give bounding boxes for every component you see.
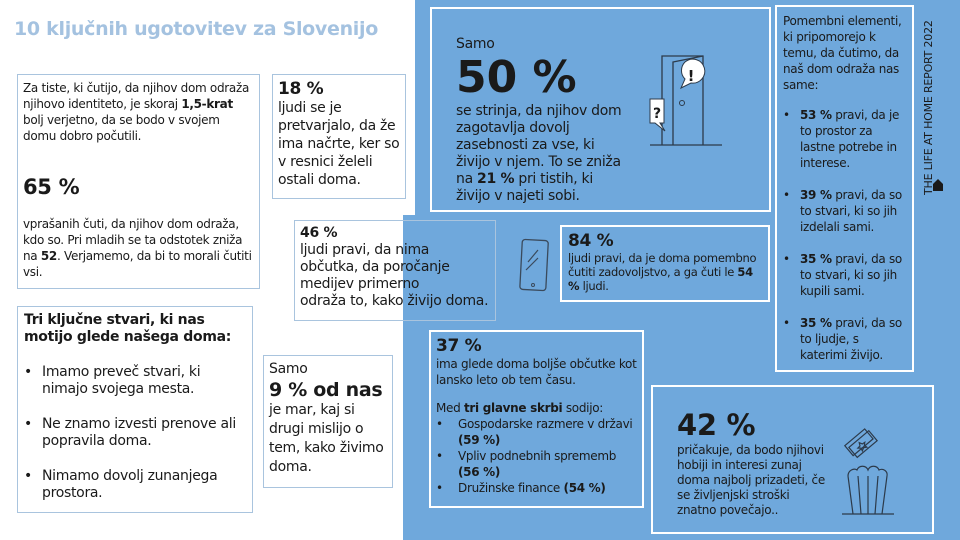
list-item: 35 % pravi, da so to ljudje, s katerimi … [783, 315, 906, 363]
list-item: Družinske finance (54 %) [436, 480, 637, 496]
better-text: ima glede doma boljše občutke kot lansko… [436, 357, 637, 387]
privacy-card: Samo 50 % se strinja, da njihov dom zago… [430, 7, 771, 212]
door-icon: ! ? [649, 55, 722, 146]
hobbies-card: 42 % pričakuje, da bodo njihovi hobiji i… [651, 385, 934, 534]
worries-list: Imamo preveč stvari, ki nimajo svojega m… [24, 364, 246, 502]
elements-intro: Pomembni elementi, ki pripomorejo k temu… [783, 14, 902, 92]
media-text-1: ljudi pravi, da nima občutka, da poročan… [300, 242, 450, 292]
identity-text: Za tiste, ki čutijo, da njihov dom odraž… [23, 81, 250, 143]
privacy-stat: 50 % [456, 52, 577, 103]
pretend-card: 18 % ljudi se je pretvarjalo, da že ima … [272, 74, 406, 199]
list-item: Gospodarske razmere v državi (59 %) [436, 416, 637, 448]
smartphone-icon [519, 238, 549, 292]
identity-desc: vprašanih čuti, da njihov dom odraža, kd… [23, 217, 252, 279]
list-item: 39 % pravi, da so to stvari, ki so jih i… [783, 187, 906, 235]
speech-bubble-exclamation-icon: ! [679, 58, 706, 90]
media-card: 46 % ljudi pravi, da nima občutka, da po… [294, 220, 496, 321]
svg-text:?: ? [653, 106, 661, 122]
identity-stat: 65 % [23, 175, 80, 199]
concerns-list: Gospodarske razmere v državi (59 %) Vpli… [436, 416, 637, 496]
better-stat: 37 % [436, 336, 482, 356]
worries-card: Tri ključne stvari, ki nas motijo glede … [17, 306, 253, 513]
satisfaction-stat: 84 % [568, 231, 614, 251]
worries-heading: Tri ključne stvari, ki nas motijo glede … [24, 312, 232, 345]
others-stat: 9 % od nas [269, 379, 383, 401]
speech-bubble-question-icon: ? [649, 98, 666, 132]
popcorn-icon [842, 465, 894, 515]
svg-text:!: ! [688, 67, 695, 85]
media-text-2: odraža to, kako živijo doma. [300, 293, 489, 309]
pretend-stat: 18 % [278, 79, 324, 99]
media-stat: 46 % [300, 225, 338, 241]
others-text: je mar, kaj si drugi mislijo o tem, kako… [269, 402, 384, 475]
others-pre: Samo [269, 361, 308, 377]
report-label: THE LIFE AT HOME REPORT 2022 [922, 20, 935, 195]
better-card: 37 % ima glede doma boljše občutke kot l… [429, 330, 644, 508]
list-item: Imamo preveč stvari, ki nimajo svojega m… [24, 364, 246, 398]
elements-list: 53 % pravi, da je to prostor za lastne p… [783, 107, 906, 363]
hobbies-text: pričakuje, da bodo njihovi hobiji in int… [677, 443, 825, 517]
list-item: Vpliv podnebnih sprememb (56 %) [436, 448, 637, 480]
elements-card: Pomembni elementi, ki pripomorejo k temu… [775, 5, 914, 372]
list-item: 35 % pravi, da so to stvari, ki so jih k… [783, 251, 906, 299]
identity-card: Za tiste, ki čutijo, da njihov dom odraž… [17, 74, 260, 289]
satisfaction-card: 84 % ljudi pravi, da je doma pomembno ču… [560, 225, 770, 302]
privacy-pre: Samo [456, 36, 495, 52]
list-item: 53 % pravi, da je to prostor za lastne p… [783, 107, 906, 171]
others-card: Samo 9 % od nas je mar, kaj si drugi mis… [263, 355, 393, 488]
better-med: Med tri glavne skrbi sodijo: [436, 401, 604, 415]
hobbies-stat: 42 % [677, 408, 756, 442]
list-item: Nimamo dovolj zunanjega prostora. [24, 468, 246, 502]
ticket-icon [843, 428, 878, 459]
privacy-text: se strinja, da njihov dom zagotavlja dov… [456, 103, 622, 204]
list-item: Ne znamo izvesti prenove ali popravila d… [24, 416, 246, 450]
pretend-text: ljudi se je pretvarjalo, da že ima načrt… [278, 100, 400, 188]
satisfaction-text: ljudi pravi, da je doma pomembno čutiti … [568, 251, 757, 293]
page-title: 10 ključnih ugotovitev za Slovenijo [14, 18, 378, 40]
home-icon [933, 179, 943, 191]
